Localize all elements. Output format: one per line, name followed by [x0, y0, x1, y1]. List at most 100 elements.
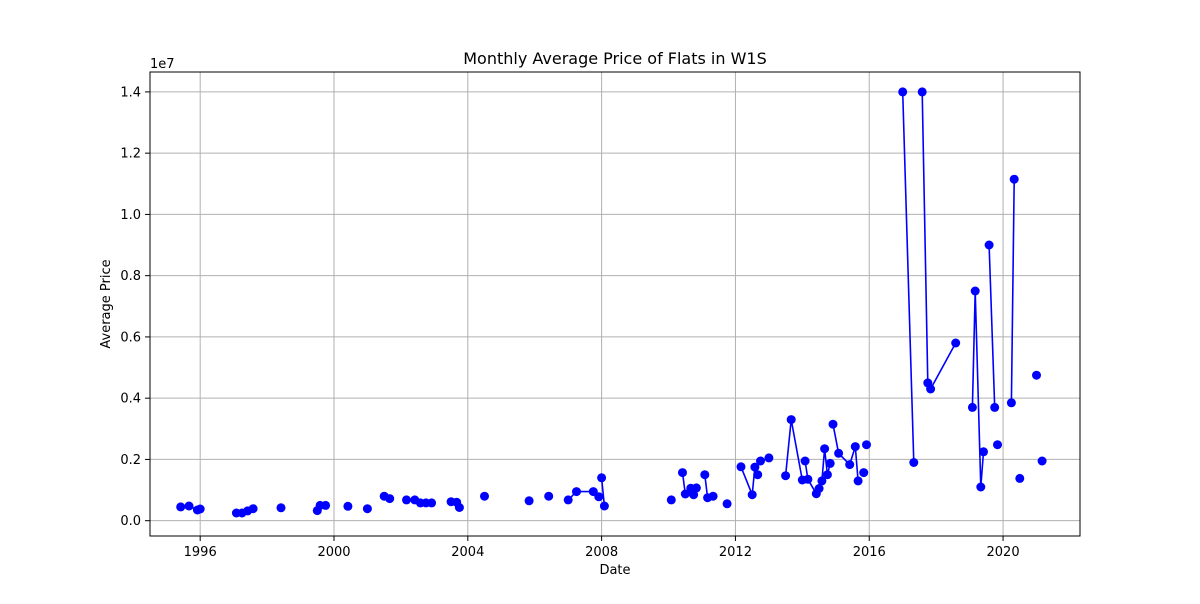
plot-frame: [149, 71, 1081, 537]
series-line-segment: [901, 91, 915, 463]
data-point: [594, 492, 604, 502]
data-point: [1037, 456, 1047, 466]
data-point: [1006, 398, 1016, 408]
series-line-segment: [784, 419, 804, 481]
data-point: [691, 483, 701, 493]
series-points: [176, 87, 1047, 518]
y-tick-label: 1.0: [120, 208, 141, 223]
x-tick-label: 2008: [585, 545, 618, 560]
x-tick-label: 2004: [451, 545, 484, 560]
data-point: [781, 471, 791, 481]
y-tick-label: 0.2: [120, 453, 141, 468]
data-point: [800, 456, 810, 466]
data-point: [753, 470, 763, 480]
data-point: [276, 503, 286, 513]
data-point: [979, 447, 988, 457]
data-point: [984, 240, 994, 250]
data-point: [828, 419, 838, 429]
data-point: [990, 402, 1000, 412]
data-point: [700, 470, 710, 480]
y-axis-multiplier: 1e7: [150, 57, 175, 72]
data-point: [563, 495, 573, 505]
data-point: [680, 489, 690, 499]
series-line-segment: [971, 290, 985, 488]
data-point: [427, 498, 437, 508]
data-point: [834, 448, 844, 458]
data-point: [708, 491, 718, 501]
data-point: [750, 462, 760, 472]
data-point: [803, 474, 813, 484]
data-point: [385, 494, 395, 504]
data-point: [917, 87, 927, 97]
data-point: [195, 504, 205, 514]
data-point: [747, 490, 757, 500]
x-tick-label: 1996: [184, 545, 217, 560]
data-point: [248, 504, 258, 514]
data-point: [976, 482, 986, 492]
y-axis-ticks: 0.0 0.2 0.4 0.6 0.8 1.0 1.2 1.4: [120, 85, 150, 529]
data-point: [544, 491, 554, 501]
data-point: [898, 87, 908, 97]
data-point: [993, 440, 1002, 450]
data-point: [184, 501, 194, 511]
series-line-segment: [929, 342, 957, 390]
y-tick-label: 0.6: [120, 330, 141, 345]
data-point: [678, 468, 687, 478]
x-tick-label: 2000: [317, 545, 350, 560]
series-line-segment: [1010, 179, 1015, 403]
series-line-segment: [988, 244, 996, 408]
data-point: [736, 462, 746, 472]
data-point: [825, 458, 835, 468]
data-point: [926, 384, 936, 394]
data-point: [859, 468, 869, 478]
data-point: [967, 402, 977, 412]
data-point: [454, 503, 464, 512]
data-point: [850, 442, 860, 452]
data-point: [814, 484, 824, 493]
y-tick-label: 0.4: [120, 392, 141, 407]
y-tick-label: 0.8: [120, 269, 141, 284]
x-tick-label: 2012: [719, 545, 752, 560]
data-point: [909, 458, 919, 467]
data-point: [362, 504, 372, 514]
data-point: [722, 499, 732, 509]
series-line-segment: [600, 477, 606, 507]
data-point: [786, 415, 796, 425]
data-point: [764, 453, 774, 463]
chart-title: Monthly Average Price of Flats in W1S: [463, 49, 767, 68]
data-point: [756, 456, 765, 466]
y-tick-label: 0.0: [120, 514, 141, 529]
x-tick-label: 2020: [987, 545, 1020, 560]
data-point: [402, 495, 411, 505]
data-point: [343, 501, 353, 511]
grid: [150, 72, 1080, 536]
series-lines: [180, 91, 1015, 514]
x-tick-label: 2016: [853, 545, 886, 560]
data-point: [572, 487, 581, 497]
y-axis-label: Average Price: [99, 259, 114, 348]
data-point: [817, 476, 827, 486]
data-point: [970, 286, 980, 296]
series-line-segment: [921, 91, 929, 383]
data-point: [862, 440, 871, 450]
data-point: [666, 495, 676, 505]
data-point: [480, 491, 489, 501]
y-tick-label: 1.2: [120, 147, 141, 162]
data-point: [1009, 174, 1019, 184]
data-point: [951, 338, 961, 348]
data-point: [1015, 473, 1025, 483]
data-point: [597, 473, 607, 483]
data-point: [689, 490, 699, 500]
data-point: [845, 460, 855, 470]
x-axis-ticks: 1996 2000 2004 2008 2012 2016 2020: [184, 536, 1020, 560]
data-point: [1032, 370, 1041, 380]
data-point: [176, 502, 186, 512]
data-point: [822, 470, 832, 480]
data-point: [820, 444, 830, 454]
data-point: [599, 501, 609, 511]
data-point: [321, 500, 331, 510]
data-point: [524, 496, 534, 506]
x-axis-label: Date: [599, 563, 630, 578]
